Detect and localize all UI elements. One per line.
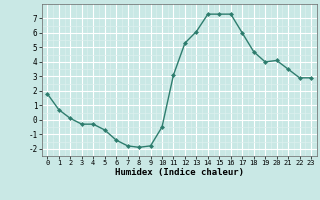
X-axis label: Humidex (Indice chaleur): Humidex (Indice chaleur) [115, 168, 244, 177]
